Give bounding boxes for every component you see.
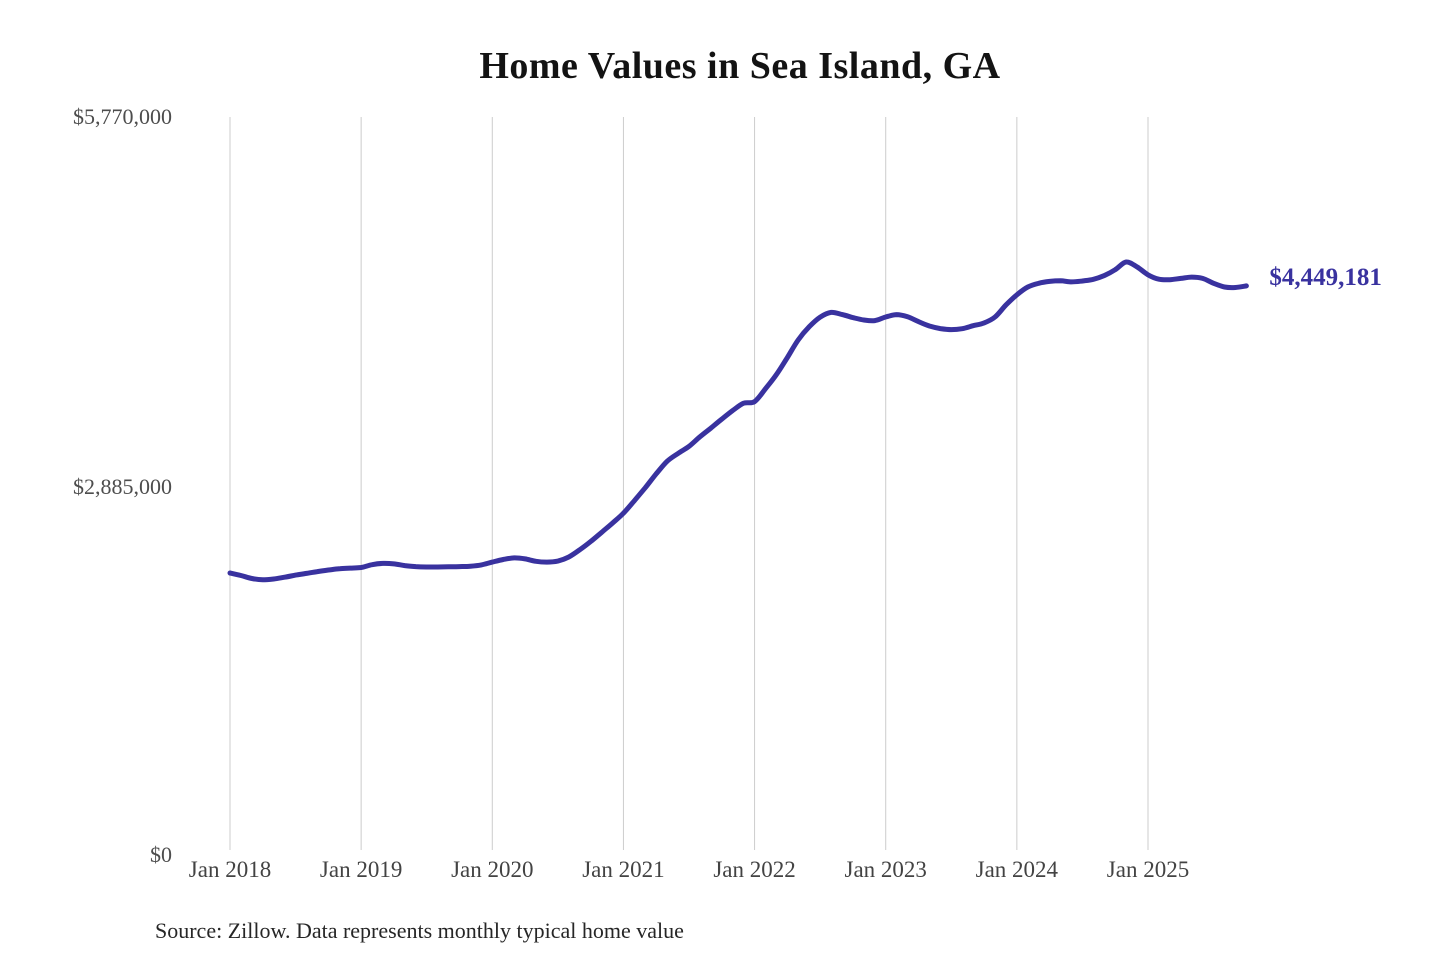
last-value-label: $4,449,181 bbox=[1269, 263, 1382, 291]
chart-title: Home Values in Sea Island, GA bbox=[479, 45, 1001, 87]
x-axis-tick-label: Jan 2022 bbox=[713, 857, 796, 882]
x-axis-tick-label: Jan 2024 bbox=[975, 857, 1059, 882]
x-axis-tick-label: Jan 2019 bbox=[319, 857, 403, 882]
x-axis-tick-label: Jan 2021 bbox=[582, 857, 665, 882]
source-note: Source: Zillow. Data represents monthly … bbox=[155, 918, 684, 943]
y-axis-label-zero: $0 bbox=[150, 842, 172, 867]
x-axis-tick-label: Jan 2025 bbox=[1106, 857, 1190, 882]
y-axis-label-mid: $2,885,000 bbox=[73, 474, 172, 499]
home-value-line-series bbox=[227, 259, 1249, 583]
y-axis-label-max: $5,770,000 bbox=[73, 104, 172, 129]
x-axis-tick-label: Jan 2023 bbox=[844, 857, 927, 882]
x-axis-tick-label: Jan 2018 bbox=[188, 857, 272, 882]
x-axis-tick-label: Jan 2020 bbox=[451, 857, 534, 882]
